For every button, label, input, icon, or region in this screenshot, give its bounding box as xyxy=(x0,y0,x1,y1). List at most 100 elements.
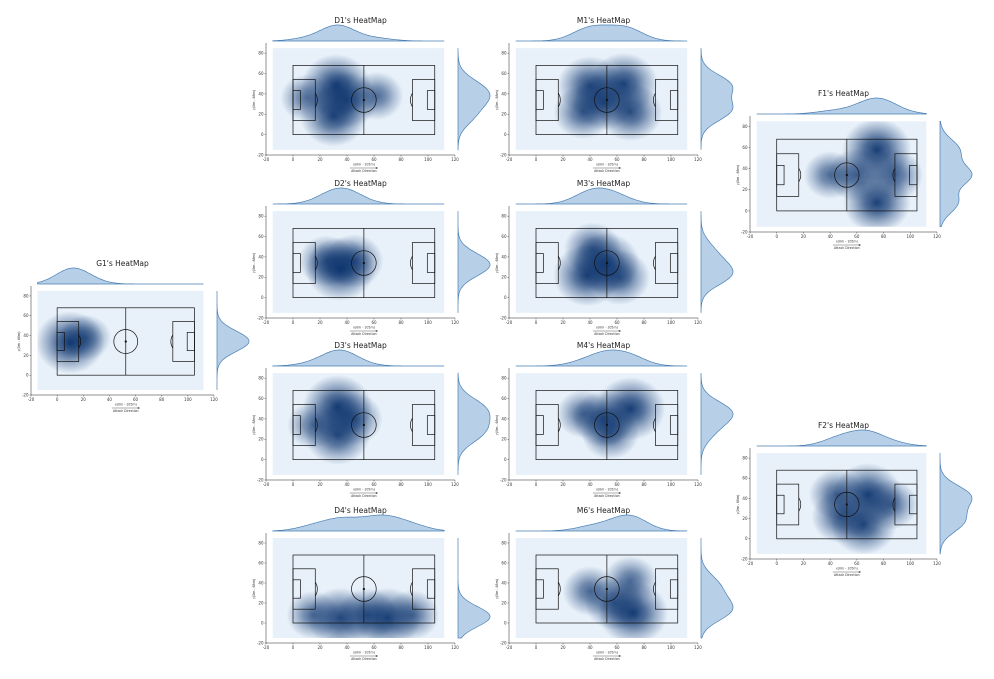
x-marginal-density xyxy=(272,514,445,532)
y-tick-label: 60 xyxy=(258,396,264,401)
density-hotspot xyxy=(287,401,340,449)
x-tick-label: 100 xyxy=(906,561,914,566)
y-tick-label: 80 xyxy=(258,540,264,545)
x-tick-label: 60 xyxy=(854,561,860,566)
y-tick-label: 40 xyxy=(23,333,29,338)
heatmap-panel: -20 0 20 40 60 80 100 120 -20 0 20 40 60 80 y(0m - 68m… xyxy=(252,179,491,336)
x-tick-label: 100 xyxy=(184,397,192,402)
x-tick-label: -20 xyxy=(263,320,270,325)
x-tick-label: 120 xyxy=(694,482,702,487)
y-marginal-density xyxy=(700,538,734,639)
density-hotspot xyxy=(808,469,865,520)
x-tick-label: 100 xyxy=(906,234,914,239)
y-tick-label: 40 xyxy=(501,416,507,421)
x-tick-label: 20 xyxy=(560,320,566,325)
y-marginal-density xyxy=(457,48,491,151)
heatmap-panel: -20 0 20 40 60 80 100 120 -20 0 20 40 60 80 y(0m - 68m… xyxy=(495,16,734,173)
y-tick-label: 40 xyxy=(258,580,264,585)
y-tick-label: 80 xyxy=(501,376,507,381)
x-tick-label: 20 xyxy=(560,157,566,162)
x-tick-label: 40 xyxy=(344,320,350,325)
attack-direction-label: Attack Direction xyxy=(113,409,139,413)
y-axis-label: y(0m - 68m) xyxy=(495,253,499,273)
y-tick-label: -20 xyxy=(257,640,264,645)
panel-title: D3's HeatMap xyxy=(334,341,387,350)
y-tick-label: 60 xyxy=(742,476,748,481)
y-tick-label: -20 xyxy=(257,315,264,320)
y-marginal-density xyxy=(700,373,734,475)
y-tick-label: 0 xyxy=(745,536,748,541)
density-hotspot xyxy=(598,83,663,142)
x-tick-label: 60 xyxy=(371,157,377,162)
x-tick-label: 120 xyxy=(451,645,459,650)
y-axis-label: y(0m - 68m) xyxy=(495,90,499,110)
y-tick-label: -20 xyxy=(500,315,507,320)
x-tick-label: 100 xyxy=(667,320,675,325)
y-marginal-density xyxy=(939,120,973,228)
x-tick-label: 60 xyxy=(371,645,377,650)
y-tick-label: 80 xyxy=(501,214,507,219)
attack-direction-label: Attack Direction xyxy=(834,573,860,577)
x-tick-label: 40 xyxy=(587,157,593,162)
x-tick-label: 0 xyxy=(535,645,538,650)
y-axis-label: y(0m - 68m) xyxy=(252,253,256,273)
x-tick-label: 60 xyxy=(614,157,620,162)
x-tick-label: 0 xyxy=(535,157,538,162)
panel-title: M4's HeatMap xyxy=(577,341,630,350)
attack-direction-label: Attack Direction xyxy=(351,169,377,173)
x-marginal-density xyxy=(515,349,688,367)
y-axis-label: y(0m - 68m) xyxy=(736,495,740,515)
pitch-lines xyxy=(776,138,918,212)
x-tick-label: -20 xyxy=(506,645,513,650)
x-tick-label: -20 xyxy=(506,482,513,487)
pitch-lines xyxy=(292,228,436,298)
x-marginal-density xyxy=(272,187,445,205)
x-tick-label: 120 xyxy=(694,645,702,650)
x-marginal-density xyxy=(515,187,688,205)
y-tick-label: 60 xyxy=(501,396,507,401)
density-hotspot xyxy=(603,556,658,606)
x-axis-label: x(0m - 105m) xyxy=(836,240,858,244)
density-hotspot xyxy=(563,222,622,276)
x-tick-label: 0 xyxy=(535,482,538,487)
y-axis-label: y(0m - 68m) xyxy=(495,579,499,599)
panel-title: M1's HeatMap xyxy=(577,16,630,25)
x-tick-label: 120 xyxy=(451,320,459,325)
x-tick-label: 80 xyxy=(641,157,647,162)
x-tick-label: 0 xyxy=(292,645,295,650)
y-tick-label: 0 xyxy=(504,620,507,625)
panel-title: M6's HeatMap xyxy=(577,506,630,515)
density-hotspot xyxy=(280,74,333,122)
x-tick-label: 80 xyxy=(881,561,887,566)
y-tick-label: 60 xyxy=(258,71,264,76)
x-tick-label: 20 xyxy=(801,561,807,566)
pitch-lines xyxy=(292,390,436,460)
y-tick-label: 40 xyxy=(501,254,507,259)
x-tick-label: 100 xyxy=(424,645,432,650)
heatmap-panel: -20 0 20 40 60 80 100 120 -20 0 20 40 60 80 y(0m - 68m… xyxy=(252,16,491,173)
attack-direction-label: Attack Direction xyxy=(594,169,620,173)
y-axis-label: y(0m - 68m) xyxy=(252,415,256,435)
y-tick-label: 80 xyxy=(258,376,264,381)
y-tick-label: 20 xyxy=(501,112,507,117)
x-tick-label: 40 xyxy=(344,482,350,487)
x-tick-label: 40 xyxy=(587,645,593,650)
x-tick-label: 0 xyxy=(775,561,778,566)
y-tick-label: 60 xyxy=(23,313,29,318)
x-tick-label: 40 xyxy=(587,482,593,487)
y-tick-label: 0 xyxy=(261,457,264,462)
pitch-lines xyxy=(56,307,195,376)
y-tick-label: -20 xyxy=(22,392,29,397)
x-tick-label: 80 xyxy=(159,397,165,402)
x-tick-label: -20 xyxy=(263,645,270,650)
y-tick-label: -20 xyxy=(500,640,507,645)
pitch-lines xyxy=(535,228,679,298)
panel-title: D1's HeatMap xyxy=(334,16,387,25)
x-tick-label: -20 xyxy=(263,482,270,487)
y-axis-label: y(0m - 68m) xyxy=(252,90,256,110)
attack-direction-label: Attack Direction xyxy=(594,494,620,498)
y-tick-label: 0 xyxy=(745,208,748,213)
y-tick-label: 20 xyxy=(258,600,264,605)
x-marginal-density xyxy=(272,349,445,367)
x-tick-label: 80 xyxy=(881,234,887,239)
